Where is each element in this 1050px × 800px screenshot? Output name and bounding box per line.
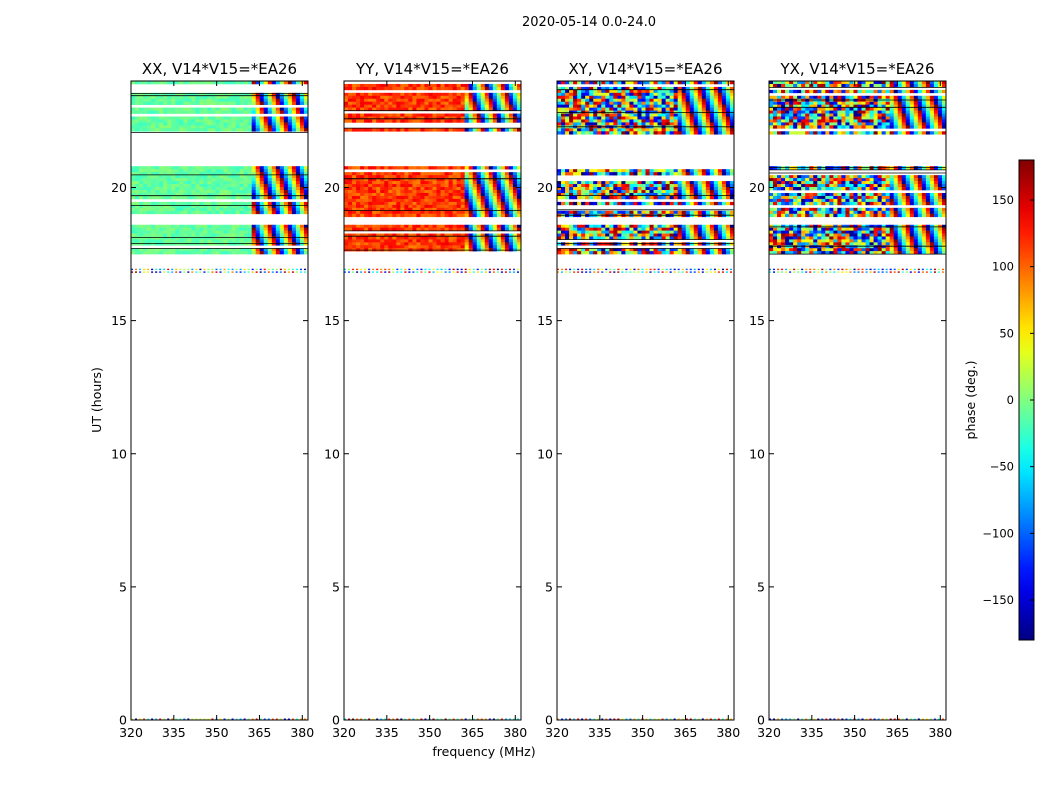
panel-title: YX, V14*V15=*EA26 (779, 60, 934, 78)
x-tick-label: 350 (205, 725, 229, 740)
y-tick-label: 15 (749, 313, 765, 328)
x-tick-label: 320 (332, 725, 356, 740)
panel-yy: YY, V14*V15=*EA26 320 335 350 365 380 0 5 10 15 20 (324, 60, 527, 740)
y-tick-label: 0 (545, 713, 553, 728)
x-tick-label: 320 (545, 725, 569, 740)
y-tick-label: 20 (537, 180, 553, 195)
colorbar-tick-label: 50 (999, 326, 1014, 340)
x-tick-label: 350 (843, 725, 867, 740)
y-tick-label: 0 (757, 713, 765, 728)
panel-frame (556, 80, 735, 721)
phase-image-xx (131, 81, 308, 720)
phase-image-xy (557, 81, 734, 720)
phase-image-yx (769, 81, 946, 720)
y-tick-label: 20 (111, 180, 127, 195)
panels: XX, V14*V15=*EA26 320 335 350 365 380 0 5 10 15 20… (111, 60, 952, 740)
y-tick-label: 5 (757, 579, 765, 594)
panel-frame (343, 80, 522, 721)
colorbar-tick-label: 0 (1007, 393, 1014, 407)
y-tick-label: 0 (119, 713, 127, 728)
panel-xx: XX, V14*V15=*EA26 320 335 350 365 380 0 5 10 15 20 (111, 60, 314, 740)
x-tick-label: 335 (375, 725, 399, 740)
y-tick-label: 0 (332, 713, 340, 728)
suptitle: 2020-05-14 0.0-24.0 (522, 15, 656, 30)
panel-title: YY, V14*V15=*EA26 (355, 60, 509, 78)
panel-title: XX, V14*V15=*EA26 (142, 60, 297, 78)
colorbar-tick-label: 100 (992, 260, 1014, 274)
x-tick-label: 350 (418, 725, 442, 740)
x-tick-label: 365 (674, 725, 698, 740)
panel-xy: XY, V14*V15=*EA26 320 335 350 365 380 0 5 10 15 20 (537, 60, 740, 740)
y-axis-label: UT (hours) (89, 367, 104, 433)
x-tick-label: 320 (757, 725, 781, 740)
colorbar-tick-label: 150 (992, 193, 1014, 207)
y-tick-label: 10 (537, 446, 553, 461)
x-axis-label: frequency (MHz) (432, 744, 535, 759)
y-tick-label: 10 (749, 446, 765, 461)
colorbar-tick-label: −100 (982, 526, 1014, 540)
y-tick-label: 5 (332, 579, 340, 594)
y-tick-label: 20 (324, 180, 340, 195)
colorbar-tick-label: −150 (982, 593, 1014, 607)
y-tick-label: 10 (324, 446, 340, 461)
x-tick-label: 335 (800, 725, 824, 740)
y-tick-label: 10 (111, 446, 127, 461)
x-tick-label: 380 (928, 725, 952, 740)
x-tick-label: 380 (716, 725, 740, 740)
x-tick-label: 380 (290, 725, 314, 740)
x-tick-label: 320 (119, 725, 143, 740)
x-tick-label: 365 (461, 725, 485, 740)
x-tick-label: 350 (631, 725, 655, 740)
x-tick-label: 335 (162, 725, 186, 740)
phase-image-yy (344, 83, 521, 720)
x-tick-label: 365 (248, 725, 272, 740)
colorbar-tick-label: −50 (990, 460, 1014, 474)
y-tick-label: 15 (324, 313, 340, 328)
y-tick-label: 5 (119, 579, 127, 594)
panel-frame (768, 80, 947, 721)
colorbar-label: phase (deg.) (963, 361, 978, 440)
panel-frame (130, 80, 309, 721)
panel-yx: YX, V14*V15=*EA26 320 335 350 365 380 0 5 10 15 20 (749, 60, 952, 740)
y-tick-label: 15 (537, 313, 553, 328)
x-tick-label: 365 (886, 725, 910, 740)
y-tick-label: 20 (749, 180, 765, 195)
colorbar: 150 100 50 0 −50 −100 −150 (982, 159, 1035, 641)
panel-title: XY, V14*V15=*EA26 (568, 60, 722, 78)
y-tick-label: 5 (545, 579, 553, 594)
x-tick-label: 380 (503, 725, 527, 740)
y-tick-label: 15 (111, 313, 127, 328)
x-tick-label: 335 (588, 725, 612, 740)
